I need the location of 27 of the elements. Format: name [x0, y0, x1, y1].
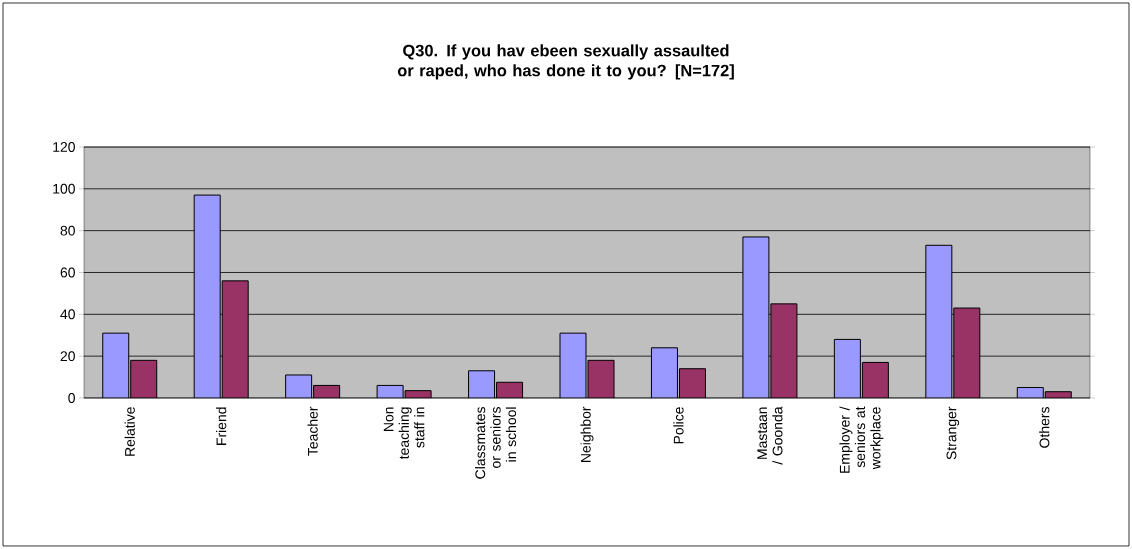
- bar: [468, 370, 496, 398]
- chart-title: Q30. If you hav ebeen sexually assaulted or raped, who has done it to you? [N=172]: [397, 44, 734, 80]
- y-tick-label: 0: [68, 393, 75, 403]
- y-tick-label: 100: [53, 183, 75, 194]
- x-tick-label: Classmates or seniors in school: [474, 407, 517, 479]
- x-tick-label: Mastaan / Goonda: [757, 406, 783, 465]
- x-tick-label: Non teaching staff in: [383, 407, 425, 460]
- bar: [833, 338, 861, 398]
- bar: [650, 347, 678, 398]
- y-tick-label: 120: [53, 142, 75, 152]
- bar: [742, 236, 770, 398]
- x-tick-label: Teacher: [307, 406, 318, 456]
- x-tick-label: Neighbor: [580, 406, 594, 462]
- x-tick-label: Police: [673, 407, 684, 444]
- x-tick-label: Friend: [216, 407, 227, 445]
- x-tick-label: Stranger: [946, 406, 960, 460]
- y-tick-label: 40: [60, 309, 75, 320]
- x-tick-label: Relative: [124, 407, 135, 456]
- x-tick-label: Others: [1039, 407, 1050, 448]
- y-tick-label: 20: [60, 351, 75, 362]
- y-tick-label: 80: [60, 225, 75, 236]
- bar: [559, 332, 587, 398]
- bar: [102, 332, 130, 398]
- y-tick-label: 60: [60, 267, 75, 278]
- x-tick-label: Employer / seniors at workplace: [839, 406, 884, 473]
- bar: [925, 244, 953, 398]
- bar: [193, 194, 221, 398]
